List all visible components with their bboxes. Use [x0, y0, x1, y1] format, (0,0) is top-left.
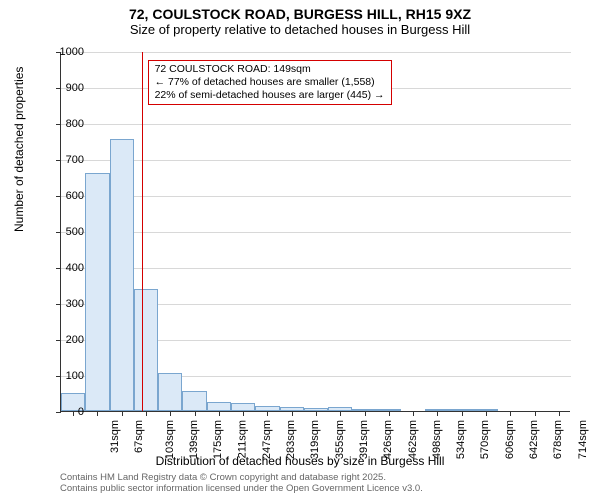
y-tick-label: 300	[44, 298, 84, 310]
grid-line	[61, 268, 571, 269]
x-tick-mark	[146, 411, 147, 416]
x-tick-mark	[462, 411, 463, 416]
x-tick-label: 462sqm	[407, 420, 419, 459]
x-tick-mark	[170, 411, 171, 416]
x-tick-mark	[219, 411, 220, 416]
plot-area: 72 COULSTOCK ROAD: 149sqm← 77% of detach…	[60, 52, 570, 412]
page-subtitle: Size of property relative to detached ho…	[0, 22, 600, 41]
histogram-bar	[110, 139, 134, 411]
x-tick-label: 606sqm	[504, 420, 516, 459]
callout-line: 72 COULSTOCK ROAD: 149sqm	[155, 63, 385, 76]
x-tick-mark	[365, 411, 366, 416]
x-tick-mark	[243, 411, 244, 416]
attribution-text: Contains HM Land Registry data © Crown c…	[60, 472, 423, 495]
x-tick-mark	[510, 411, 511, 416]
x-tick-mark	[559, 411, 560, 416]
grid-line	[61, 232, 571, 233]
grid-line	[61, 196, 571, 197]
marker-line	[142, 52, 143, 411]
y-axis-label: Number of detached properties	[12, 67, 26, 232]
x-tick-label: 31sqm	[109, 420, 121, 453]
x-tick-mark	[535, 411, 536, 416]
x-tick-label: 247sqm	[261, 420, 273, 459]
callout-line: ← 77% of detached houses are smaller (1,…	[155, 76, 385, 89]
y-tick-label: 700	[44, 154, 84, 166]
histogram-bar	[134, 289, 158, 411]
y-tick-label: 400	[44, 262, 84, 274]
x-tick-mark	[292, 411, 293, 416]
x-tick-mark	[122, 411, 123, 416]
x-tick-label: 570sqm	[480, 420, 492, 459]
attribution-line: Contains public sector information licen…	[60, 483, 423, 494]
y-tick-label: 0	[44, 406, 84, 418]
y-tick-label: 500	[44, 226, 84, 238]
x-tick-label: 534sqm	[455, 420, 467, 459]
histogram-bar	[158, 373, 182, 411]
x-tick-mark	[437, 411, 438, 416]
x-tick-label: 355sqm	[334, 420, 346, 459]
x-tick-mark	[413, 411, 414, 416]
x-tick-mark	[195, 411, 196, 416]
x-tick-label: 498sqm	[431, 420, 443, 459]
page-title: 72, COULSTOCK ROAD, BURGESS HILL, RH15 9…	[0, 0, 600, 22]
y-tick-label: 1000	[44, 46, 84, 58]
grid-line	[61, 52, 571, 53]
histogram-chart: 72 COULSTOCK ROAD: 149sqm← 77% of detach…	[60, 52, 570, 412]
x-tick-label: 175sqm	[212, 420, 224, 459]
x-tick-label: 391sqm	[358, 420, 370, 459]
y-tick-label: 800	[44, 118, 84, 130]
y-tick-label: 100	[44, 370, 84, 382]
x-tick-mark	[316, 411, 317, 416]
x-tick-mark	[97, 411, 98, 416]
x-tick-mark	[267, 411, 268, 416]
grid-line	[61, 124, 571, 125]
grid-line	[61, 160, 571, 161]
x-tick-label: 319sqm	[310, 420, 322, 459]
callout-line: 22% of semi-detached houses are larger (…	[155, 89, 385, 102]
histogram-bar	[182, 391, 206, 411]
x-tick-label: 139sqm	[188, 420, 200, 459]
histogram-bar	[85, 173, 109, 411]
x-tick-label: 67sqm	[133, 420, 145, 453]
y-tick-label: 600	[44, 190, 84, 202]
x-tick-label: 678sqm	[552, 420, 564, 459]
callout-box: 72 COULSTOCK ROAD: 149sqm← 77% of detach…	[148, 60, 392, 105]
y-tick-label: 900	[44, 82, 84, 94]
x-tick-label: 426sqm	[382, 420, 394, 459]
x-tick-label: 103sqm	[164, 420, 176, 459]
x-tick-label: 211sqm	[236, 420, 248, 458]
x-tick-label: 283sqm	[285, 420, 297, 459]
x-tick-label: 642sqm	[528, 420, 540, 459]
histogram-bar	[207, 402, 231, 411]
x-tick-mark	[389, 411, 390, 416]
x-tick-mark	[340, 411, 341, 416]
y-tick-label: 200	[44, 334, 84, 346]
histogram-bar	[231, 403, 255, 411]
x-tick-mark	[486, 411, 487, 416]
x-tick-label: 714sqm	[577, 420, 589, 459]
attribution-line: Contains HM Land Registry data © Crown c…	[60, 472, 423, 483]
